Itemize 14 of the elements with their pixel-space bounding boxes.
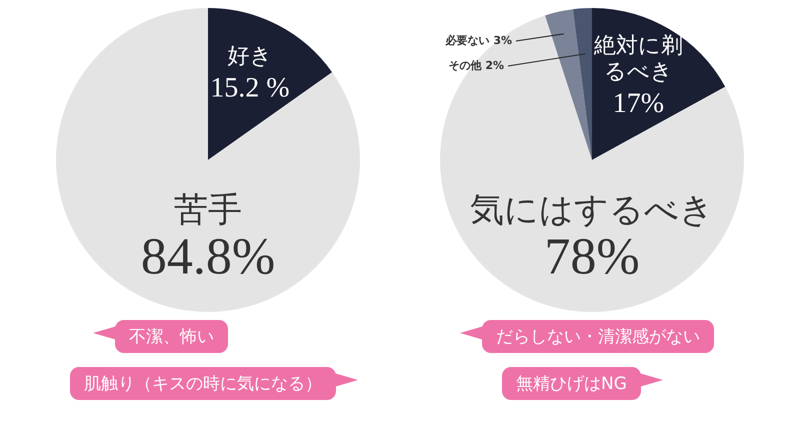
slice-label: 必要ない 3% bbox=[444, 34, 512, 47]
data-label: 78% bbox=[544, 228, 640, 286]
slice-label: 苦手 bbox=[174, 190, 242, 230]
data-label: 17% bbox=[612, 88, 664, 120]
data-label: 84.8% bbox=[140, 228, 276, 286]
text: だらしない・清潔感がない bbox=[496, 327, 700, 347]
text: 不潔、怖い bbox=[129, 327, 214, 347]
slice-label: 好き bbox=[227, 44, 272, 70]
slice-label: 気にはするべき bbox=[470, 190, 714, 230]
data-label: 15.2 % bbox=[210, 72, 290, 104]
slice-label: その他 2% bbox=[448, 58, 504, 72]
slice-label: 絶対に剃るべき bbox=[592, 34, 683, 85]
text: 肌触り（キスの時に気になる） bbox=[84, 374, 322, 394]
text: 無精ひげはNG bbox=[516, 374, 627, 394]
